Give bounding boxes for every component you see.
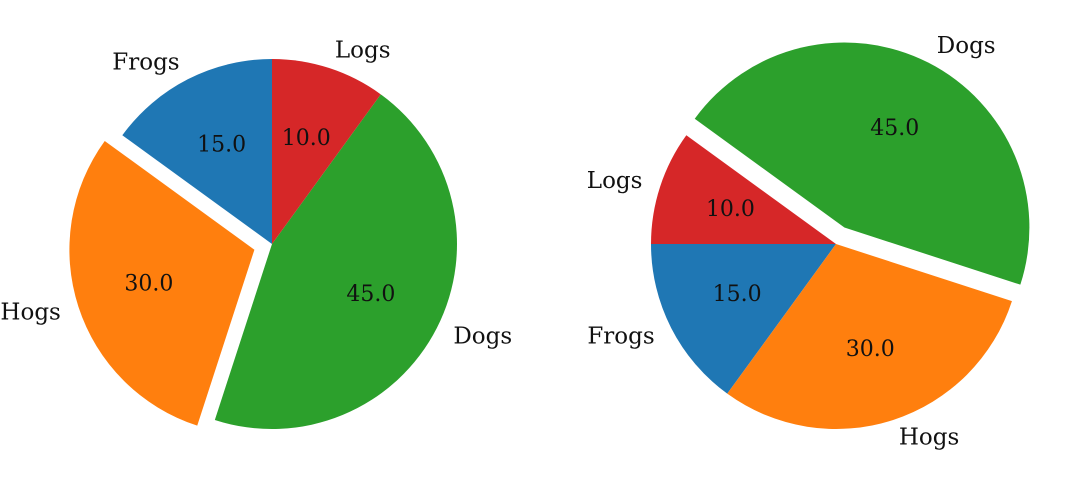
pie-slice-hogs [727,244,1012,429]
slice-value-label: 30.0 [846,337,895,362]
slice-value-label: 45.0 [346,282,395,307]
pie-slice-frogs [122,59,273,244]
slice-category-label: Frogs [587,323,654,349]
slice-value-label: 30.0 [124,272,173,297]
pie-slice-dogs [214,94,457,429]
slice-value-label: 10.0 [282,126,331,151]
slice-category-label: Dogs [937,33,996,59]
pie-slice-logs [272,59,381,244]
slice-value-label: 15.0 [197,133,246,158]
slice-category-label: Logs [335,37,391,63]
slice-category-label: Frogs [112,50,179,76]
slice-value-label: 45.0 [870,116,919,141]
pie-slice-logs [651,135,836,244]
pie-slice-hogs [69,140,255,426]
slice-category-label: Hogs [899,425,959,451]
pie-slice-dogs [694,42,1030,285]
slice-category-label: Hogs [0,300,60,326]
pie-slice-frogs [651,244,836,394]
slice-value-label: 15.0 [713,282,762,307]
slice-value-label: 10.0 [706,197,755,222]
slice-category-label: Logs [587,168,643,194]
pie-chart-left: 15.0 Frogs 30.0 Hogs 45.0 Dogs 10.0 Logs [0,37,512,429]
pie-chart-right: 15.0 Frogs 30.0 Hogs 45.0 Dogs 10.0 Logs [587,33,1030,451]
slice-category-label: Dogs [453,323,512,349]
